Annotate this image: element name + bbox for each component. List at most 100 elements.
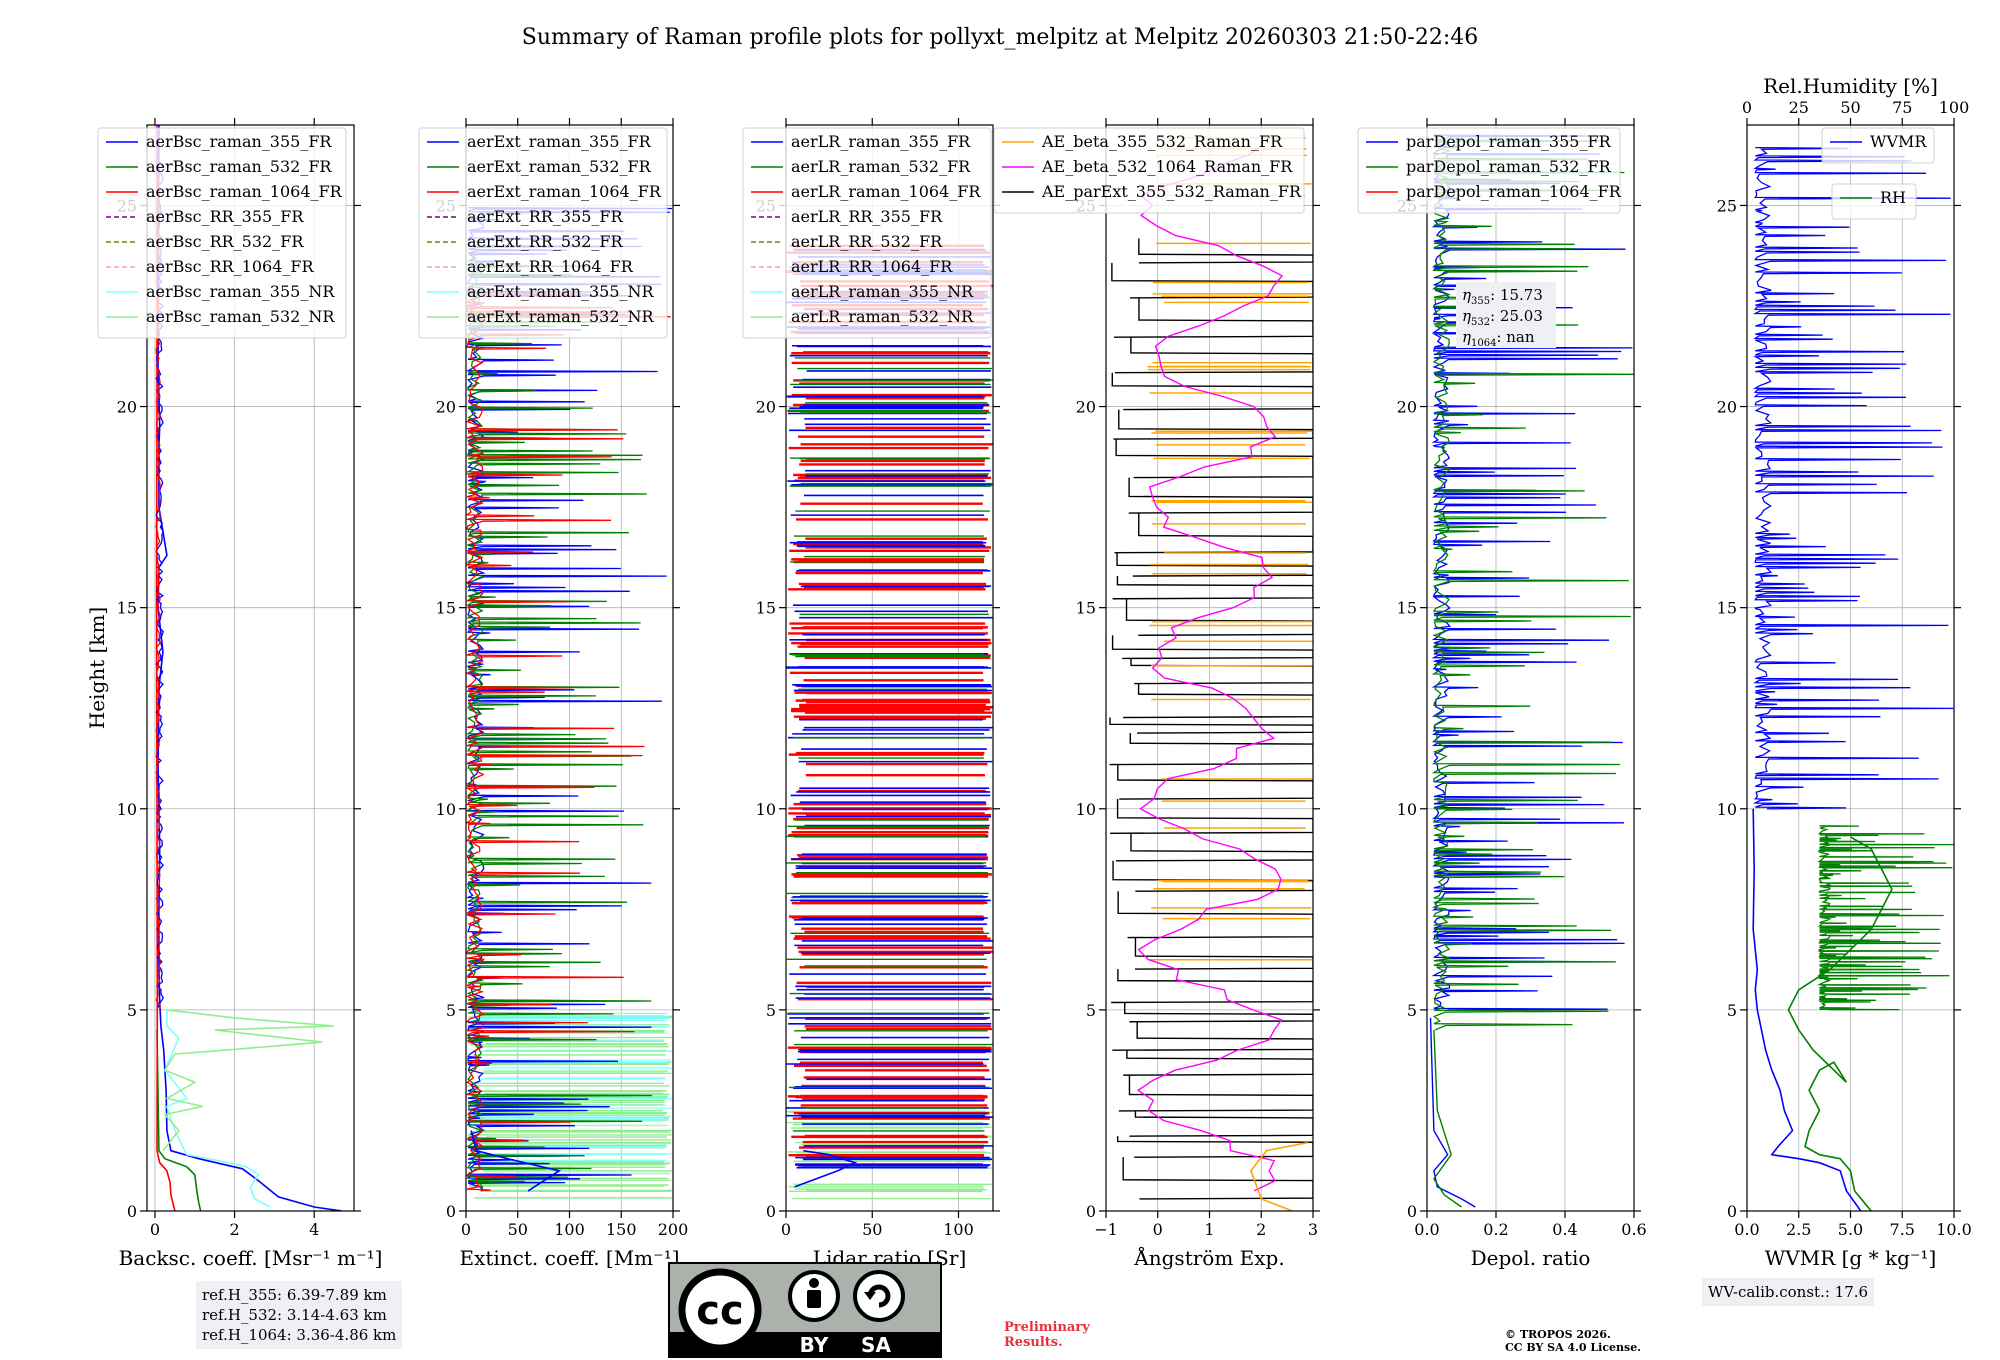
wv-top-tick-label-1: 25 [1789, 98, 1809, 117]
ae-ytick-label-1: 5 [1086, 1001, 1096, 1020]
lr-ytick-label-3: 15 [756, 599, 776, 618]
bsc-legend-label-0: aerBsc_raman_355_FR [146, 132, 332, 151]
share-alike-icon [853, 1270, 905, 1322]
depol-legend-label-0: parDepol_raman_355_FR [1406, 132, 1612, 151]
bsc-series-aerBsc_raman_355_NR [163, 1009, 271, 1208]
ext-ytick-label-0: 0 [446, 1202, 456, 1221]
bsc-ytick-label-0: 0 [127, 1202, 137, 1221]
ae-legend-label-0: AE_beta_355_532_Raman_FR [1041, 132, 1283, 151]
cc-icon [678, 1268, 762, 1352]
ext-data [466, 207, 673, 1199]
cc-text: cc [696, 1288, 743, 1334]
wv-rh-legend-frame [1831, 183, 1917, 220]
ae-parExt-seg [1116, 552, 1313, 567]
bsc-legend-label-6: aerBsc_raman_355_NR [146, 282, 335, 301]
lr-xtick-label-2: 100 [943, 1220, 974, 1239]
ae-series-beta-base [1249, 1141, 1308, 1211]
depol-ytick-label-2: 10 [1397, 800, 1417, 819]
cc-license-badge: cc BY SA [668, 1262, 942, 1358]
bsc-ytick-label-2: 10 [117, 800, 137, 819]
wv-top-tick-label-0: 0 [1742, 98, 1752, 117]
ext-ytick-label-2: 10 [436, 800, 456, 819]
ref-h-1064: ref.H_1064: 3.36-4.86 km [202, 1326, 397, 1344]
reference-height-box: ref.H_355: 6.39-7.89 km ref.H_532: 3.14-… [196, 1281, 403, 1349]
ae-parExt-seg [1125, 598, 1313, 622]
depol-ytick-label-0: 0 [1407, 1202, 1417, 1221]
ae-parExt-seg [1136, 1021, 1313, 1040]
lr-ytick-label-1: 5 [766, 1001, 776, 1020]
ae-parExt-seg [1111, 372, 1313, 388]
ae-parExt-seg [1135, 956, 1313, 970]
wv-data [1752, 146, 1954, 1211]
bsc-legend-label-4: aerBsc_RR_532_FR [146, 232, 304, 251]
ae-parExt-seg [1128, 1075, 1313, 1097]
ref-h-532: ref.H_532: 3.14-4.63 km [202, 1306, 387, 1324]
lr-ytick-label-0: 0 [766, 1202, 776, 1221]
lr-legend-label-2: aerLR_raman_1064_FR [791, 182, 981, 201]
ae-parExt-seg [1112, 860, 1313, 882]
depol-eta-1064: η1064: nan [1462, 328, 1535, 349]
lr-data [786, 244, 993, 1200]
lr-legend-label-7: aerLR_raman_532_NR [791, 307, 974, 326]
ae-parExt-seg [1114, 353, 1313, 374]
ae-xlabel: Ångström Exp. [1133, 1245, 1284, 1270]
ae-parExt-seg [1119, 780, 1313, 800]
wv-top-tick-label-4: 100 [1939, 98, 1970, 117]
lr-ytick-label-4: 20 [756, 398, 776, 417]
ae-parExt-seg [1123, 386, 1313, 411]
ext-legend-label-2: aerExt_raman_1064_FR [467, 182, 662, 201]
wv-ytick-label-1: 5 [1727, 1001, 1737, 1020]
bsc-ytick-label-4: 20 [117, 398, 137, 417]
ext-legend-label-0: aerExt_raman_355_FR [467, 132, 652, 151]
ae-parExt-seg [1111, 981, 1313, 1004]
copyright-line-2: CC BY SA 4.0 License. [1505, 1341, 1642, 1354]
ae-parExt-seg [1130, 337, 1313, 355]
wv-top-tick-label-3: 75 [1892, 98, 1912, 117]
ext-xtick-label-3: 150 [606, 1220, 637, 1239]
figure-title: Summary of Raman profile plots for polly… [522, 25, 1479, 50]
ae-parExt-seg [1128, 477, 1313, 498]
depol-xtick-label-0: 0.0 [1414, 1220, 1439, 1239]
copyright-line-1: © TROPOS 2026. [1505, 1328, 1611, 1341]
lr-legend-frame [742, 127, 992, 339]
ae-ytick-label-2: 10 [1076, 800, 1096, 819]
ext-ytick-label-3: 15 [436, 599, 456, 618]
ae-parExt-seg [1116, 799, 1313, 820]
ae-parExt-seg [1113, 320, 1313, 338]
ext-xtick-label-0: 0 [461, 1220, 471, 1239]
lr-legend-label-4: aerLR_RR_532_FR [791, 232, 943, 251]
ae-xtick-label-1: 0 [1153, 1220, 1163, 1239]
bsc-legend-label-3: aerBsc_RR_355_FR [146, 207, 304, 226]
bsc-legend-label-7: aerBsc_raman_532_NR [146, 307, 335, 326]
ext-xtick-label-1: 50 [508, 1220, 528, 1239]
wv-xlabel: WVMR [g * kg⁻¹] [1765, 1246, 1937, 1270]
lr-legend-label-5: aerLR_RR_1064_FR [791, 257, 953, 276]
ext-ytick-label-4: 20 [436, 398, 456, 417]
wv-xtick-label-4: 10.0 [1936, 1220, 1972, 1239]
ae-parExt-seg [1122, 1157, 1313, 1182]
depol-ytick-label-3: 15 [1397, 599, 1417, 618]
lr-legend-label-3: aerLR_RR_355_FR [791, 207, 943, 226]
depol-legend-frame [1357, 127, 1621, 214]
ae-parExt-seg [1124, 1002, 1313, 1015]
ae-ytick-label-0: 0 [1086, 1202, 1096, 1221]
ae-parExt-seg [1117, 969, 1313, 983]
ae-parExt-seg [1138, 513, 1313, 538]
ext-xtick-label-2: 100 [554, 1220, 585, 1239]
ae-parExt-seg [1122, 650, 1313, 660]
wv-series-WVMR [1752, 808, 1862, 1211]
panel-bsc: 0240510152025Backsc. coeff. [Msr⁻¹ m⁻¹]H… [85, 118, 382, 1270]
ae-xtick-label-3: 2 [1256, 1220, 1266, 1239]
ae-parExt-seg [1117, 891, 1313, 915]
ref-h-355: ref.H_355: 6.39-7.89 km [202, 1286, 387, 1304]
ae-parExt-seg [1133, 456, 1313, 479]
ae-xtick-label-2: 1 [1204, 1220, 1214, 1239]
ae-parExt-seg [1111, 262, 1313, 283]
ext-series-355-FR [466, 207, 673, 1192]
ae-parExt-seg [1123, 695, 1313, 719]
lr-xtick-label-0: 0 [781, 1220, 791, 1239]
bsc-ytick-label-1: 5 [127, 1001, 137, 1020]
ae-parExt-seg [1138, 621, 1313, 636]
